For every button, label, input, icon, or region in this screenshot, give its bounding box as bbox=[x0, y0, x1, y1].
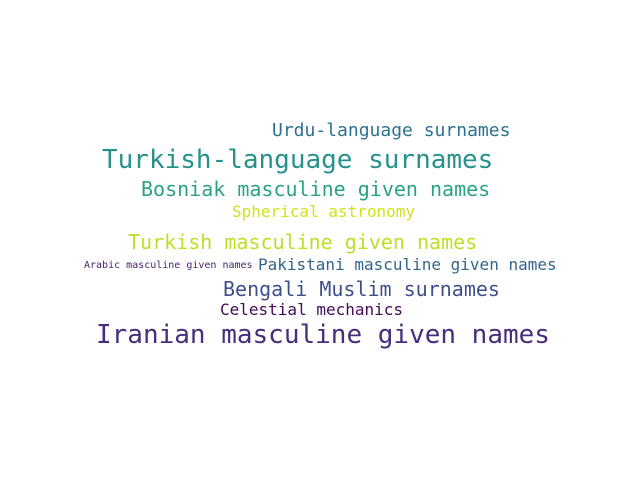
word-cloud-term: Celestial mechanics bbox=[220, 300, 404, 319]
word-cloud-term: Spherical astronomy bbox=[232, 202, 416, 221]
word-cloud-term: Pakistani masculine given names bbox=[258, 255, 557, 274]
word-cloud-term: Arabic masculine given names bbox=[84, 260, 253, 271]
word-cloud-term: Turkish-language surnames bbox=[102, 145, 494, 175]
word-cloud-term: Bosniak masculine given names bbox=[141, 177, 491, 201]
word-cloud-term: Bengali Muslim surnames bbox=[223, 277, 500, 301]
word-cloud-term: Iranian masculine given names bbox=[96, 320, 550, 350]
word-cloud-term: Urdu-language surnames bbox=[272, 120, 511, 141]
word-cloud-term: Turkish masculine given names bbox=[128, 230, 478, 254]
